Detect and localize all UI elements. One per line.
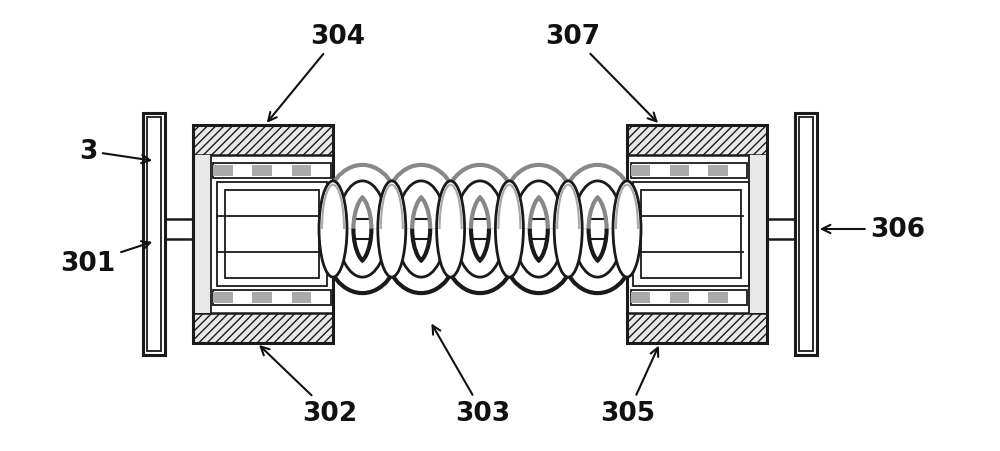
Bar <box>670 166 689 177</box>
Bar <box>193 126 333 343</box>
Bar <box>213 164 331 179</box>
Bar <box>217 183 327 286</box>
Bar <box>641 191 741 278</box>
Bar <box>749 156 767 313</box>
Bar <box>213 290 331 305</box>
Bar <box>708 166 728 177</box>
Text: 305: 305 <box>600 348 658 426</box>
Bar <box>292 166 311 177</box>
Bar <box>631 166 650 177</box>
Bar <box>627 126 767 156</box>
Bar <box>193 313 333 343</box>
Bar <box>631 164 747 179</box>
Bar <box>252 166 272 177</box>
Text: 3: 3 <box>79 139 150 165</box>
Ellipse shape <box>495 181 523 277</box>
Bar <box>193 126 333 156</box>
Bar <box>627 313 767 343</box>
Ellipse shape <box>319 181 347 277</box>
Bar <box>795 114 817 355</box>
Bar <box>633 183 749 286</box>
Ellipse shape <box>437 181 465 277</box>
Bar <box>627 126 767 343</box>
Bar <box>670 292 689 304</box>
Ellipse shape <box>554 181 582 277</box>
Bar <box>165 220 193 239</box>
Bar <box>292 292 311 304</box>
Text: 306: 306 <box>822 216 926 243</box>
Text: 307: 307 <box>545 24 656 122</box>
Bar <box>799 118 813 351</box>
Text: 302: 302 <box>261 347 358 426</box>
Bar <box>225 191 319 278</box>
Bar <box>143 114 165 355</box>
Bar <box>213 166 233 177</box>
Ellipse shape <box>613 181 641 277</box>
Bar <box>328 220 632 239</box>
Text: 304: 304 <box>268 24 366 122</box>
Bar <box>631 292 650 304</box>
Bar <box>147 118 161 351</box>
Ellipse shape <box>378 181 406 277</box>
Bar <box>708 292 728 304</box>
Bar <box>193 156 211 313</box>
Bar <box>252 292 272 304</box>
Bar <box>767 220 795 239</box>
Text: 301: 301 <box>60 242 150 276</box>
Bar <box>631 290 747 305</box>
Text: 303: 303 <box>433 326 511 426</box>
Bar <box>213 292 233 304</box>
